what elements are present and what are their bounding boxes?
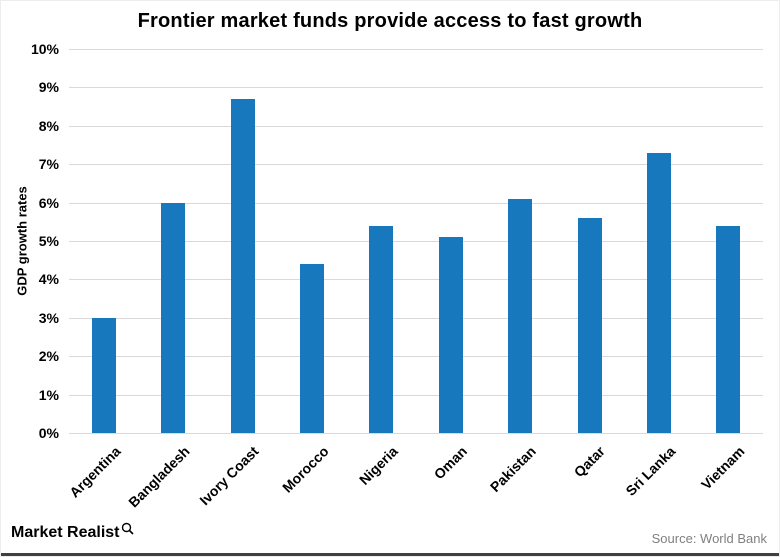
gridline bbox=[69, 49, 763, 50]
gridline bbox=[69, 279, 763, 280]
x-tick-label: Vietnam bbox=[697, 443, 748, 493]
bar bbox=[300, 264, 324, 433]
x-tick-label: Pakistan bbox=[487, 443, 540, 496]
source-credit: Source: World Bank bbox=[651, 531, 767, 546]
y-tick-label: 8% bbox=[38, 118, 59, 134]
magnifier-icon bbox=[121, 522, 134, 540]
bar bbox=[716, 226, 740, 433]
x-tick-label: Argentina bbox=[65, 443, 124, 501]
bar bbox=[92, 318, 116, 433]
x-tick-label: Oman bbox=[430, 443, 471, 483]
gridline bbox=[69, 433, 763, 434]
gridline bbox=[69, 395, 763, 396]
bar bbox=[369, 226, 393, 433]
y-tick-label: 9% bbox=[38, 79, 59, 95]
gridline bbox=[69, 203, 763, 204]
x-tick-label: Qatar bbox=[571, 443, 609, 481]
y-tick-label: 7% bbox=[38, 156, 59, 172]
bar bbox=[439, 237, 463, 433]
bar bbox=[508, 199, 532, 433]
x-tick-label: Morocco bbox=[278, 443, 332, 496]
y-tick-label: 2% bbox=[38, 348, 59, 364]
x-tick-label: Sri Lanka bbox=[622, 443, 679, 499]
y-tick-label: 1% bbox=[38, 387, 59, 403]
brand-logo-text: Market Realist bbox=[11, 524, 120, 541]
x-tick-label: Ivory Coast bbox=[196, 443, 262, 509]
gridline bbox=[69, 356, 763, 357]
y-tick-label: 0% bbox=[38, 425, 59, 441]
footer-divider bbox=[1, 553, 779, 556]
x-tick-label: Nigeria bbox=[355, 443, 401, 488]
gridline bbox=[69, 241, 763, 242]
bar bbox=[231, 99, 255, 433]
bar bbox=[647, 153, 671, 433]
y-tick-label: 5% bbox=[38, 233, 59, 249]
gridline bbox=[69, 318, 763, 319]
y-tick-label: 10% bbox=[30, 41, 59, 57]
y-tick-label: 6% bbox=[38, 195, 59, 211]
brand-logo: Market Realist bbox=[11, 522, 134, 542]
gridline bbox=[69, 164, 763, 165]
gridline bbox=[69, 126, 763, 127]
gridline bbox=[69, 87, 763, 88]
y-tick-label: 4% bbox=[38, 271, 59, 287]
x-tick-label: Bangladesh bbox=[124, 443, 193, 511]
plot-area bbox=[69, 49, 763, 434]
bar bbox=[161, 203, 185, 433]
y-tick-label: 3% bbox=[38, 310, 59, 326]
chart-title: Frontier market funds provide access to … bbox=[137, 10, 643, 32]
bar bbox=[578, 218, 602, 433]
